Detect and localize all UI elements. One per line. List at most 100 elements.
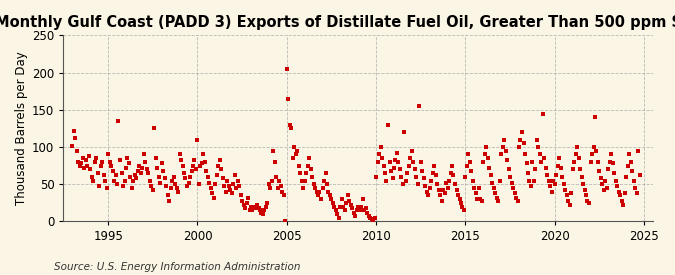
Point xyxy=(497,145,508,149)
Point xyxy=(502,158,512,163)
Point xyxy=(253,206,264,210)
Point xyxy=(67,144,78,148)
Point xyxy=(446,171,456,175)
Point xyxy=(526,183,537,188)
Point xyxy=(369,216,380,220)
Point xyxy=(210,182,221,186)
Point xyxy=(271,175,282,179)
Point xyxy=(95,163,106,168)
Point xyxy=(143,171,154,175)
Point xyxy=(464,160,475,164)
Point xyxy=(275,183,286,188)
Point xyxy=(273,186,284,190)
Point xyxy=(342,193,353,198)
Point xyxy=(615,193,626,198)
Point xyxy=(606,152,617,157)
Point xyxy=(147,188,158,192)
Point xyxy=(348,210,359,215)
Point xyxy=(132,169,143,173)
Point xyxy=(477,199,487,203)
Point xyxy=(468,178,479,183)
Point xyxy=(549,182,560,186)
Point xyxy=(392,151,402,155)
Point xyxy=(368,219,379,223)
Point xyxy=(421,189,432,194)
Point xyxy=(533,145,544,149)
Point xyxy=(536,160,547,164)
Point xyxy=(582,199,593,203)
Point xyxy=(570,152,581,157)
Point xyxy=(232,178,243,183)
Point xyxy=(616,199,627,203)
Point xyxy=(584,201,595,205)
Point xyxy=(508,186,518,190)
Point xyxy=(499,138,510,142)
Point xyxy=(115,158,126,163)
Point xyxy=(76,161,86,166)
Point xyxy=(630,186,641,190)
Point xyxy=(209,196,219,200)
Point xyxy=(200,160,211,164)
Point xyxy=(316,197,327,201)
Point xyxy=(374,152,385,157)
Point xyxy=(97,160,107,164)
Point xyxy=(131,176,142,180)
Point xyxy=(353,204,364,209)
Point xyxy=(286,126,296,131)
Point xyxy=(313,193,323,198)
Point xyxy=(588,145,599,149)
Point xyxy=(194,182,205,186)
Point xyxy=(545,183,556,188)
Point xyxy=(389,166,400,170)
Point xyxy=(597,182,608,186)
Point xyxy=(520,152,531,157)
Point xyxy=(80,158,91,163)
Point xyxy=(85,167,96,172)
Point xyxy=(435,193,446,198)
Point xyxy=(211,173,222,177)
Point xyxy=(354,208,365,213)
Point xyxy=(240,206,250,210)
Point xyxy=(186,169,197,173)
Y-axis label: Thousand Barrels per Day: Thousand Barrels per Day xyxy=(15,51,28,205)
Point xyxy=(341,201,352,205)
Point xyxy=(99,173,109,177)
Point xyxy=(562,193,572,198)
Point xyxy=(122,156,133,160)
Point xyxy=(222,178,233,183)
Point xyxy=(323,189,334,194)
Point xyxy=(400,178,411,183)
Point xyxy=(441,181,452,185)
Point xyxy=(627,169,638,173)
Point xyxy=(300,171,311,175)
Point xyxy=(415,160,426,164)
Point xyxy=(576,175,587,179)
Point xyxy=(418,176,429,180)
Point xyxy=(333,216,344,220)
Point xyxy=(541,166,551,170)
Point xyxy=(481,145,492,149)
Point xyxy=(159,176,170,180)
Point xyxy=(146,183,157,188)
Point xyxy=(350,213,360,218)
Point xyxy=(320,171,331,175)
Point xyxy=(377,156,387,160)
Point xyxy=(241,201,252,205)
Point xyxy=(167,178,178,183)
Point xyxy=(106,163,117,168)
Point xyxy=(594,169,605,173)
Point xyxy=(367,217,377,221)
Point xyxy=(530,167,541,172)
Point xyxy=(162,193,173,198)
Point xyxy=(325,193,335,198)
Point xyxy=(278,193,289,198)
Point xyxy=(410,167,421,172)
Point xyxy=(70,136,81,140)
Point xyxy=(552,163,563,168)
Point xyxy=(165,186,176,190)
Point xyxy=(522,171,533,175)
Point xyxy=(618,203,628,207)
Point xyxy=(495,152,506,157)
Point xyxy=(452,193,463,198)
Point xyxy=(505,175,516,179)
